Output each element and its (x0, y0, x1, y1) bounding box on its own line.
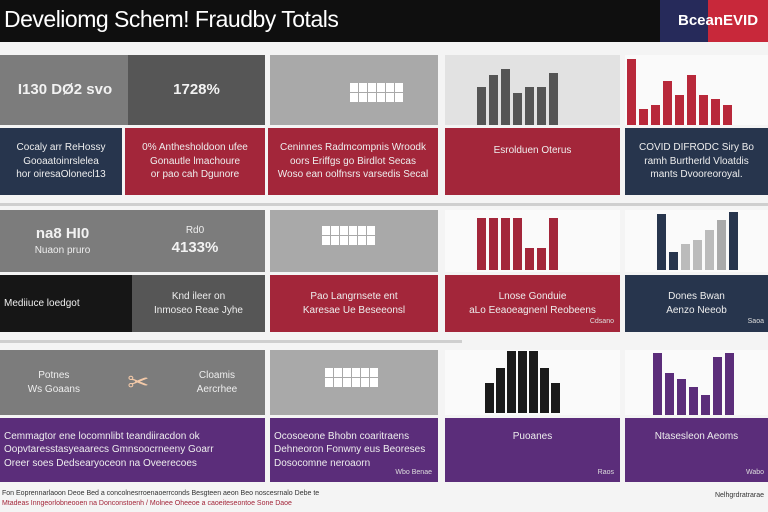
text-line: Ntasesleon Aeoms (654, 431, 739, 442)
row2-b-value: 4133% (171, 238, 219, 256)
text-line: 0% Anthesholdoon ufee (142, 142, 248, 154)
text-line: Aenzo Neeob (666, 304, 727, 316)
building-icon (322, 226, 375, 245)
text-line: Rd0 (185, 225, 205, 237)
row2-text-b: Knd ileer on Inmoseo Reae Jyhe (132, 275, 265, 332)
text-line: Pao Langrnsete ent (310, 291, 398, 302)
text-line: Ws Goaans (27, 383, 80, 395)
row2-image-e (625, 210, 768, 272)
row3-a-text: Potnes Ws Goaans (28, 369, 80, 396)
row1-image-d (445, 55, 620, 125)
text-line: or pao cah Dgunore (150, 169, 240, 181)
text-line: Dehneoron Fonwny eus Beoreses (274, 444, 426, 456)
text-line: Lnose Gonduie (498, 291, 567, 302)
row1-stat-a: I130 DØ2 svo (0, 55, 130, 125)
text-line: Ceninnes Radmcompnis Wroodk (280, 142, 426, 154)
text-line: ramh Burtherld Vloatdis (644, 155, 749, 167)
text-line: Ocosoeone Bhobn coaritraens (274, 430, 410, 442)
text-line: mants Dvooreoroyal. (650, 169, 743, 181)
text-line: Esrolduen Oterus (493, 145, 572, 156)
row1-text-a: Cocaly arr ReHossy Gooaatoinrslelea hor oi… (0, 128, 122, 195)
row3-b-text: Cloamis Aercrhee (197, 369, 238, 396)
text-line: Nuaon pruro (34, 245, 91, 257)
text-line: Oreer soes Dedsearyoceon na Oveerecoes (4, 457, 197, 469)
badge-label: BceanEVID (678, 12, 759, 29)
row1-a-value: I130 DØ2 svo (17, 80, 113, 98)
text-line: oors Eriffgs go Birdlot Secas (290, 155, 416, 167)
text-line: Potnes (38, 370, 70, 381)
row2-stat-a: na8 HI0 Nuaon pruro (0, 210, 125, 272)
row2-text-d: Lnose Gonduie aLo Eeaoeagnenl Reobeens Cds… (445, 275, 620, 332)
row3-text-c: Ocosoeone Bhobn coaritraens Dehneoron Fon… (270, 418, 438, 482)
text-line: Gonautle lmachoure (149, 155, 241, 167)
badge-red-block (708, 0, 768, 42)
footer-line-1: Fon Eoprennarlaoon Deoe Bed a concolnesr… (2, 490, 320, 497)
row1-text-b: 0% Anthesholdoon ufee Gonautle lmachoure o… (125, 128, 265, 195)
note: Wbo Benae (395, 468, 432, 476)
text-line: Gooaatoinrslelea (23, 155, 99, 167)
note: Saoa (747, 317, 764, 325)
row1-text-c: Ceninnes Radmcompnis Wroodk oors Eriffgs … (268, 128, 438, 195)
text-line: Woso ean oolfnsrs varsedis Secal (277, 169, 429, 181)
row3-text-e: Ntasesleon Aeoms Wabo (625, 418, 768, 482)
purple-bars-icon (653, 353, 734, 415)
row3-image-d (445, 350, 620, 415)
row2-text-c: Pao Langrnsete ent Karesae Ue Beseeonsl (270, 275, 438, 332)
text-line: Oopvtaresstasyeaarecs Gmnsoocrneeny Goar… (4, 444, 214, 456)
row1-stat-b: 1728% (128, 55, 265, 125)
building-icon (350, 83, 403, 102)
text-line: COVID DIFRODC Siry Bo (638, 142, 754, 154)
row3-stat-a: Potnes Ws Goaans ✂ Cloamis Aercrhee (0, 350, 265, 415)
text-line: Cloamis (198, 370, 236, 381)
tools-icon: ✂ (127, 366, 150, 397)
row2-stat-b: Rd0 4133% (125, 210, 265, 272)
row2-image-c (270, 210, 438, 272)
row2-image-d (445, 210, 620, 272)
text-line: Knd ileer on (171, 291, 226, 302)
text-line: aLo Eeaoeagnenl Reobeens (469, 304, 596, 316)
row2-a-value: na8 HI0 (35, 225, 90, 243)
text-line: Karesae Ue Beseeonsl (302, 304, 406, 316)
row1-b-value: 1728% (173, 80, 220, 98)
badge-navy-block (660, 0, 708, 42)
divider (0, 203, 768, 206)
note: Cdsano (589, 317, 614, 325)
note: Wabo (745, 468, 764, 476)
skyline-bars-icon (477, 69, 558, 125)
text-line: Cocaly arr ReHossy (16, 142, 106, 154)
row3-text-d: Puoanes Raos (445, 418, 620, 482)
red-bars-icon (627, 59, 732, 125)
text-line: Aercrhee (196, 383, 238, 395)
row3-image-c (270, 350, 438, 415)
page-title: Develiomg Schem! Fraudby Totals (4, 6, 339, 32)
row2-text-a: Mediiuce loedgot (0, 275, 132, 332)
red-bars-icon (477, 218, 558, 270)
text-line: Inmoseo Reae Jyhe (154, 304, 243, 316)
row2-text-e: Dones Bwan Aenzo Neeob Saoa (625, 275, 768, 332)
text-line: Dosocomne neroaorn (274, 457, 371, 469)
footer-credit: Nelhgrdratrarae (714, 492, 764, 499)
text-line: Cemmagtor ene locomnlibt teandiiracdon o… (4, 430, 200, 442)
row1-text-d: Esrolduen Oterus (445, 128, 620, 195)
row3-text-a: Cemmagtor ene locomnlibt teandiiracdon o… (0, 418, 265, 482)
row3-image-e (625, 350, 768, 415)
divider (0, 340, 462, 343)
row1-text-e: COVID DIFRODC Siry Bo ramh Burtherld Vloa… (625, 128, 768, 195)
text-line: Mediiuce loedgot (4, 297, 80, 309)
note: Raos (597, 468, 614, 476)
black-blocks-icon (485, 351, 560, 413)
text-line: hor oiresaOlonecl13 (16, 169, 106, 181)
row1-image-e (625, 55, 768, 125)
text-line: Dones Bwan (668, 291, 725, 302)
navy-gray-bars-icon (657, 212, 738, 270)
row1-image-c (270, 55, 438, 125)
footer-line-2: Mtadeas Inngeorlobneooen na Donconstoenh… (2, 500, 292, 507)
header-bar (0, 0, 768, 42)
building-icon (325, 368, 378, 387)
text-line: Puoanes (512, 431, 553, 442)
